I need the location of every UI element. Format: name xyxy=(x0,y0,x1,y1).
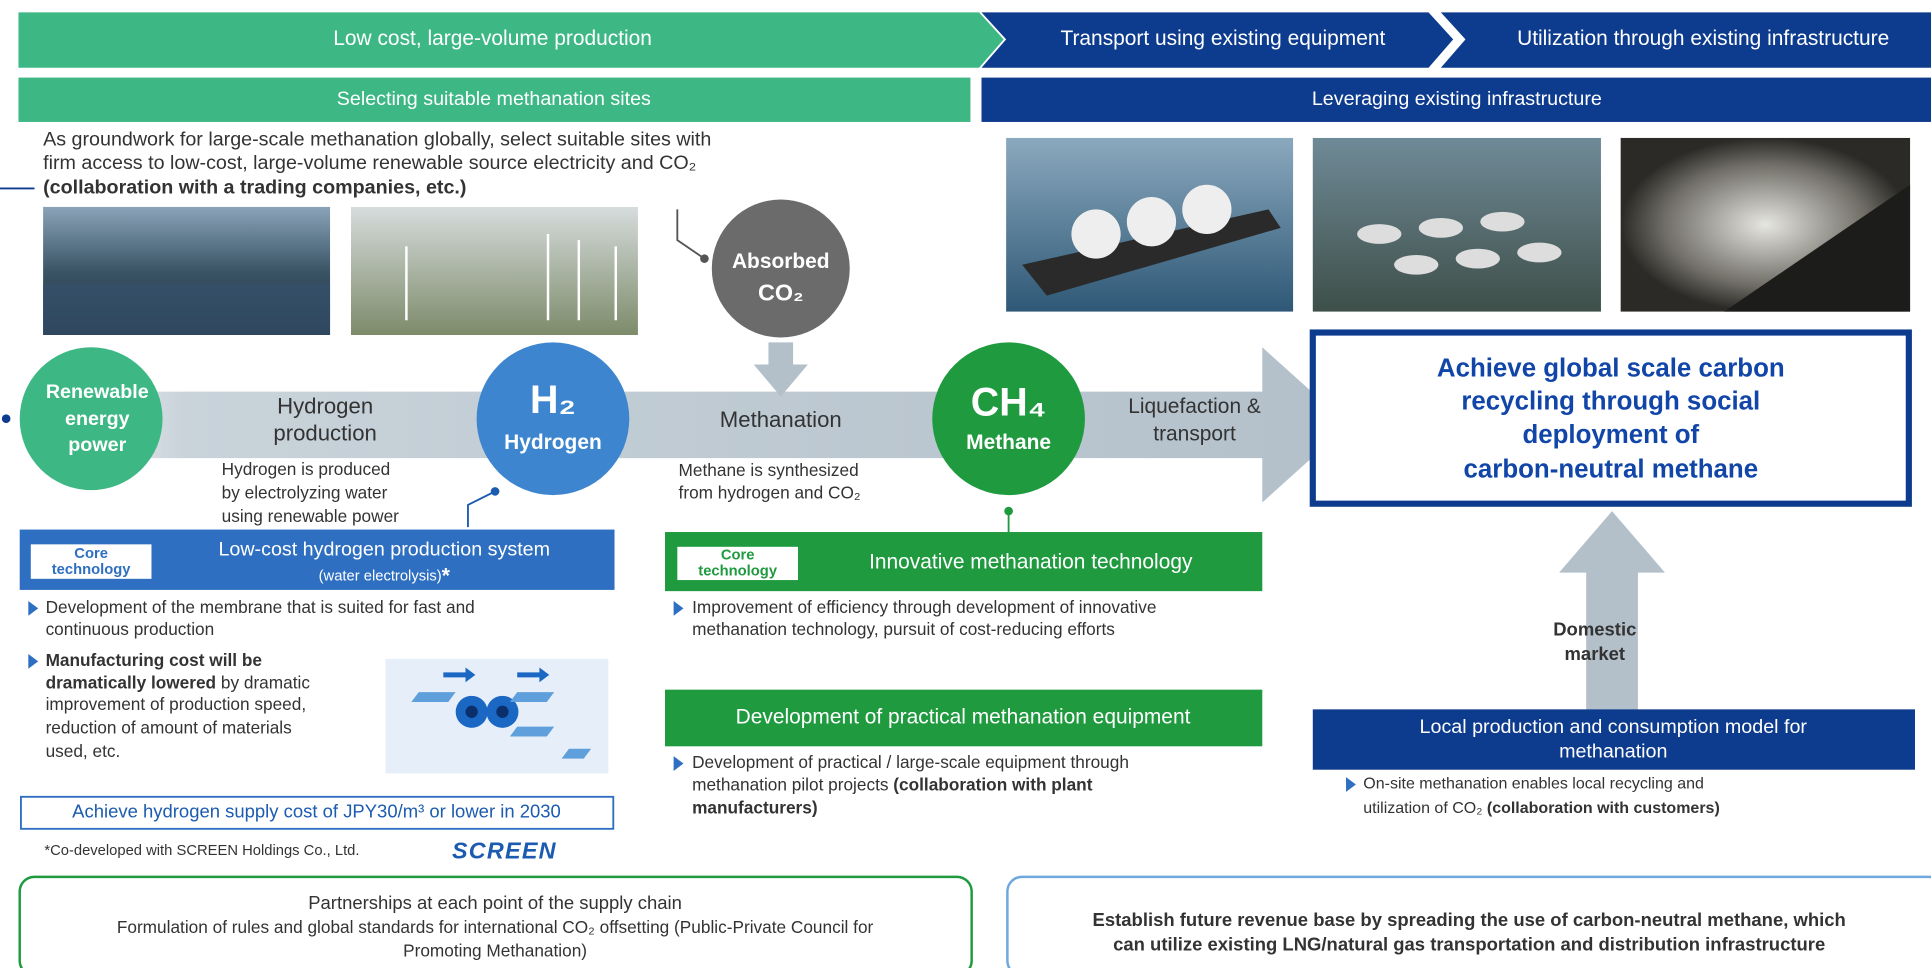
section-title: Development of practical methanation equ… xyxy=(736,706,1191,729)
arrow xyxy=(1559,511,1665,712)
bullet: utilization of CO₂ (collaboration with c… xyxy=(1363,800,1720,817)
label: market xyxy=(1565,643,1626,664)
bullet: used, etc. xyxy=(46,741,121,761)
note: from hydrogen and CO₂ xyxy=(679,482,861,502)
sub-label: Selecting suitable methanation sites xyxy=(337,88,651,110)
footnote: *Co-developed with SCREEN Holdings Co., … xyxy=(44,843,359,859)
bullet: methanation pilot projects (collaboratio… xyxy=(692,774,1093,794)
step-label: transport xyxy=(1153,422,1236,445)
step-label: Methanation xyxy=(720,407,842,432)
goal-text: recycling through social xyxy=(1461,388,1760,416)
local: Local production and consumption model f… xyxy=(1313,709,1915,817)
subtitle: (water electrolysis) xyxy=(319,568,442,584)
text: Formulation of rules and global standard… xyxy=(117,917,874,937)
text: Establish future revenue base by spreadi… xyxy=(1093,909,1846,930)
sub-label: Leveraging existing infrastructure xyxy=(1312,88,1602,110)
node-label: Renewable xyxy=(46,381,149,403)
text: methanation pilot projects xyxy=(692,774,893,794)
goal-text: Achieve global scale carbon xyxy=(1437,354,1785,382)
goal-text: carbon-neutral methane xyxy=(1464,455,1759,483)
node-label: Methane xyxy=(966,431,1051,454)
bullet: manufacturers) xyxy=(692,798,817,818)
bold: (collaboration with customers) xyxy=(1487,800,1720,817)
section-title: Local production and consumption model f… xyxy=(1420,716,1808,738)
text: Promoting Methanation) xyxy=(403,941,587,961)
hydrogen-system: Core technology Low-cost hydrogen produc… xyxy=(20,487,615,863)
step-label: production xyxy=(273,421,376,446)
node-label: energy xyxy=(65,408,130,430)
text: firm access to low-cost, large-volume re… xyxy=(43,152,696,174)
text: can utilize existing LNG/natural gas tra… xyxy=(1113,934,1825,955)
node-label: Absorbed xyxy=(732,250,830,273)
sites: As groundwork for large-scale methanatio… xyxy=(0,129,1910,335)
asterisk: * xyxy=(442,564,451,587)
step-label: Liquefaction & xyxy=(1128,395,1261,418)
section-title: Innovative methanation technology xyxy=(869,550,1193,573)
arrow xyxy=(754,342,808,396)
node-symbol: CH₄ xyxy=(971,381,1047,425)
bullet: Development of practical / large-scale e… xyxy=(692,752,1129,772)
badge: technology xyxy=(52,562,132,578)
node-label: Hydrogen xyxy=(504,431,602,454)
header: Low cost, large-volume production Transp… xyxy=(18,12,1931,122)
badge: technology xyxy=(698,563,778,579)
target-text: Achieve hydrogen supply cost of JPY30/m³… xyxy=(72,801,561,822)
goal-text: deployment of xyxy=(1522,421,1699,449)
bullet: Improvement of efficiency through develo… xyxy=(692,597,1156,617)
text: utilization of CO₂ xyxy=(1363,800,1487,817)
bullet: Development of the membrane that is suit… xyxy=(46,597,475,617)
text: Partnerships at each point of the supply… xyxy=(308,892,682,913)
diagram: Low cost, large-volume production Transp… xyxy=(0,0,1931,968)
bullet: continuous production xyxy=(46,619,215,639)
text: As groundwork for large-scale methanatio… xyxy=(43,129,711,151)
bold: dramatically lowered xyxy=(46,672,217,692)
label: Domestic xyxy=(1553,618,1636,639)
bullet: reduction of amount of materials xyxy=(46,718,292,738)
note: Methane is synthesized xyxy=(679,460,859,480)
badge: Core xyxy=(74,546,108,562)
bullet: improvement of production speed, xyxy=(46,694,307,714)
step-label: Hydrogen xyxy=(277,394,373,419)
bold: (collaboration with plant xyxy=(893,774,1092,794)
text: by dramatic xyxy=(216,672,310,692)
node-symbol: H₂ xyxy=(530,378,576,422)
stage-label: Low cost, large-volume production xyxy=(333,27,652,50)
bullet: dramatically lowered by dramatic xyxy=(46,672,311,692)
methanation-tech: Core technology Innovative methanation t… xyxy=(665,507,1262,818)
photo-wind xyxy=(351,207,638,335)
text: (collaboration with a trading companies,… xyxy=(43,177,466,199)
bullet: On-site methanation enables local recycl… xyxy=(1363,776,1704,793)
goal: Achieve global scale carbon recycling th… xyxy=(1313,333,1909,712)
section-title: Low-cost hydrogen production system xyxy=(218,539,550,561)
stage-label: Utilization through existing infrastruct… xyxy=(1517,27,1889,50)
badge: Core xyxy=(721,547,755,563)
node-label: CO₂ xyxy=(758,280,803,306)
bullet: methanation technology, pursuit of cost-… xyxy=(692,619,1115,639)
note: Hydrogen is produced xyxy=(222,459,391,479)
stage-label: Transport using existing equipment xyxy=(1060,27,1385,50)
note: using renewable power xyxy=(222,506,400,526)
bullet: Manufacturing cost will be xyxy=(46,650,262,670)
node-label: power xyxy=(68,434,126,456)
section-subtitle: (water electrolysis)* xyxy=(319,564,451,587)
section-title: methanation xyxy=(1559,741,1667,763)
note: by electrolyzing water xyxy=(222,482,388,502)
footer: Partnerships at each point of the supply… xyxy=(20,877,1931,968)
logo: SCREEN xyxy=(452,837,557,863)
